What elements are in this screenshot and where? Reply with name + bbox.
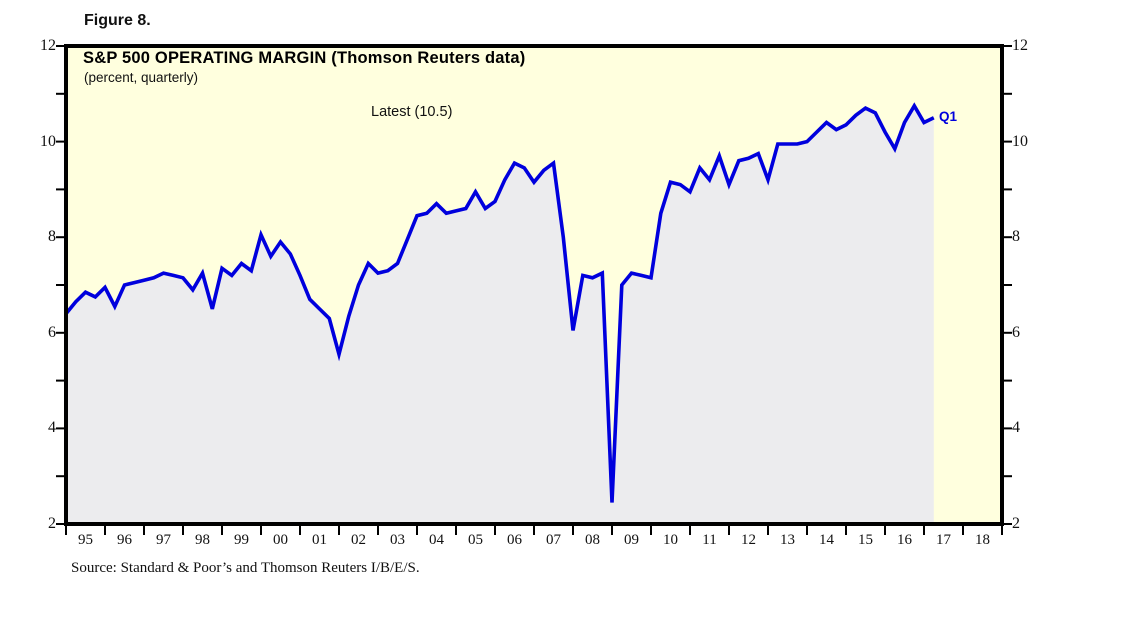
y-axis-label-left: 6 [48,324,56,341]
x-axis-year-label: 97 [156,532,171,548]
x-axis-year-label: 09 [624,532,639,548]
chart-subtitle: (percent, quarterly) [84,70,199,85]
y-axis-label-right: 12 [1012,37,1028,54]
x-axis-year-label: 16 [897,532,912,548]
x-axis-year-label: 07 [546,532,561,548]
latest-value-annotation: Latest (10.5) [371,104,453,120]
x-axis-year-label: 96 [117,532,132,548]
x-axis-year-label: 18 [975,532,990,548]
y-axis-label-right: 2 [1012,515,1020,532]
operating-margin-line [64,102,935,503]
x-axis-year-label: 06 [507,532,522,548]
y-axis-label-right: 8 [1012,228,1020,245]
y-axis-label-right: 10 [1012,133,1028,150]
x-axis-year-label: 99 [234,532,249,548]
x-axis-year-label: 98 [195,532,210,548]
x-axis-year-label: 08 [585,532,600,548]
x-axis-year-label: 03 [390,532,405,548]
x-axis-year-label: 13 [780,532,795,548]
x-axis-year-label: 95 [78,532,93,548]
x-axis-year-label: 04 [429,532,444,548]
x-axis-year-label: 11 [702,532,717,548]
y-axis-label-right: 4 [1012,419,1020,436]
source-note: Source: Standard & Poor’s and Thomson Re… [71,560,420,576]
y-axis-label-left: 2 [48,515,56,532]
x-axis-year-label: 15 [858,532,873,548]
y-axis-label-left: 8 [48,228,56,245]
x-axis-year-label: 02 [351,532,366,548]
x-axis-year-label: 10 [663,532,678,548]
y-axis-label-left: 10 [40,133,56,150]
y-axis-label-right: 6 [1012,324,1020,341]
figure-label: Figure 8. [84,12,151,29]
chart-title: S&P 500 OPERATING MARGIN (Thomson Reuter… [83,49,526,67]
y-axis-label-left: 4 [48,419,56,436]
x-axis-year-label: 17 [936,532,951,548]
endpoint-quarter-label: Q1 [939,109,958,124]
x-axis-year-label: 12 [741,532,756,548]
x-axis-year-label: 14 [819,532,834,548]
x-axis-year-label: 00 [273,532,288,548]
x-axis-year-label: 05 [468,532,483,548]
y-axis-label-left: 12 [40,37,56,54]
area-under-line [66,105,934,525]
x-axis-year-label: 01 [312,532,327,548]
